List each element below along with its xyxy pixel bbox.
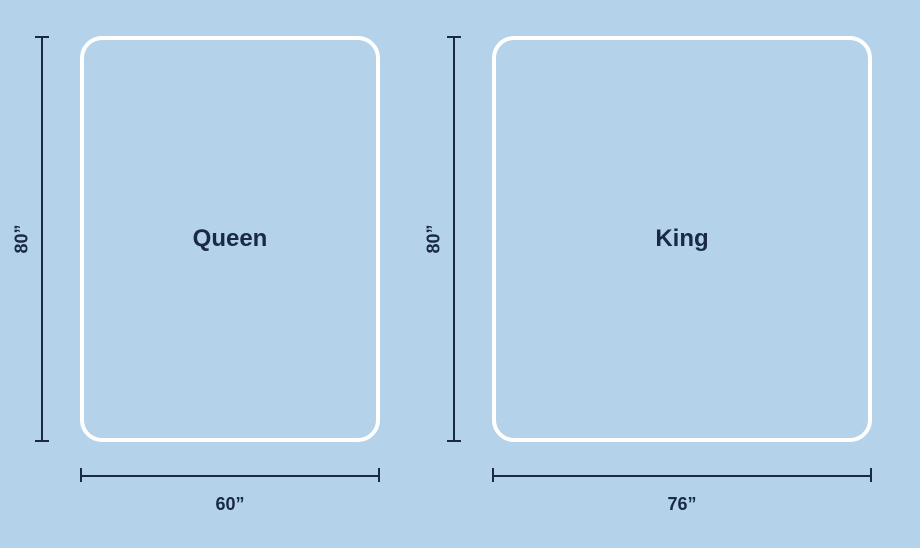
queen-height-label: 80” xyxy=(12,224,33,253)
king-mattress-box: King xyxy=(492,36,872,442)
queen-height-bracket xyxy=(40,36,41,442)
queen-width-bracket xyxy=(80,474,380,475)
queen-label: Queen xyxy=(193,225,268,253)
mattress-size-diagram: Queen 80” 60” King 80” 76” xyxy=(0,0,920,548)
king-width-label: 76” xyxy=(667,494,696,515)
king-height-bracket xyxy=(452,36,453,442)
queen-mattress-box: Queen xyxy=(80,36,380,442)
queen-width-label: 60” xyxy=(215,494,244,515)
king-width-bracket xyxy=(492,474,872,475)
king-height-label: 80” xyxy=(424,224,445,253)
king-label: King xyxy=(655,225,708,253)
